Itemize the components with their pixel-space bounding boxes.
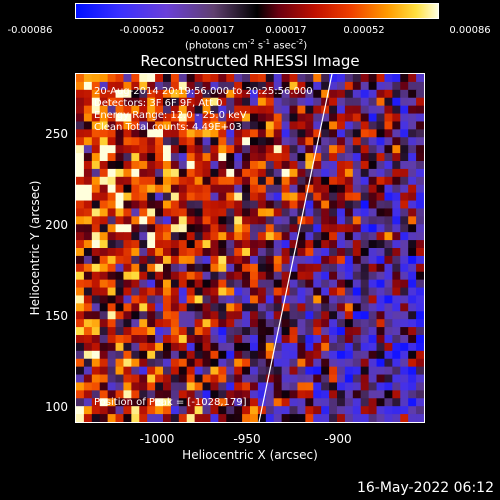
x-tick: -950 [233, 432, 261, 446]
colorbar-tick: 0.00017 [265, 25, 307, 36]
units-part: s [254, 40, 264, 52]
colorbar-tick: 0.00086 [449, 25, 491, 36]
solar-limb-line [258, 74, 333, 422]
units-prefix: (photons cm [185, 40, 248, 52]
colorbar-tick: -0.00086 [7, 25, 53, 36]
y-tick: 250 [45, 127, 68, 141]
y-tick: 200 [45, 218, 68, 232]
colorbar-tick: 0.00052 [343, 25, 385, 36]
info-peak: Position of Peak = [-1028,179] [94, 397, 247, 408]
colorbar-tick: -0.00017 [189, 25, 235, 36]
x-tick: -900 [324, 432, 352, 446]
units-suffix: ) [303, 40, 308, 52]
rhessi-image [76, 74, 424, 422]
units-exp: -1 [263, 38, 271, 46]
plot-title: Reconstructed RHESSI Image [140, 52, 360, 70]
colorbar [75, 3, 439, 19]
info-energy: Energy Range: 12.0 - 25.0 keV [94, 110, 247, 121]
info-detectors: Detectors: 3F 6F 9F, Att 0 [94, 98, 223, 109]
units-part: asec [270, 40, 297, 52]
footer-date: 16-May-2022 06:12 [356, 480, 494, 496]
info-time: 20-Aug-2014 20:19:56.000 to 20:25:56.000 [94, 86, 313, 97]
units-exp: -2 [247, 38, 255, 46]
image-frame [75, 73, 425, 423]
units-exp: -2 [296, 38, 304, 46]
colorbar-units: (photons cm-2 s-1 asec-2) [185, 38, 307, 51]
x-tick: -1000 [139, 432, 175, 446]
x-axis-label: Heliocentric X (arcsec) [182, 448, 318, 462]
info-clean: Clean Total counts: 4.49E+03 [94, 122, 242, 133]
y-tick: 100 [45, 400, 68, 414]
y-tick: 150 [45, 309, 68, 323]
y-axis-label: Heliocentric Y (arcsec) [28, 180, 42, 316]
colorbar-tick: -0.00052 [119, 25, 165, 36]
